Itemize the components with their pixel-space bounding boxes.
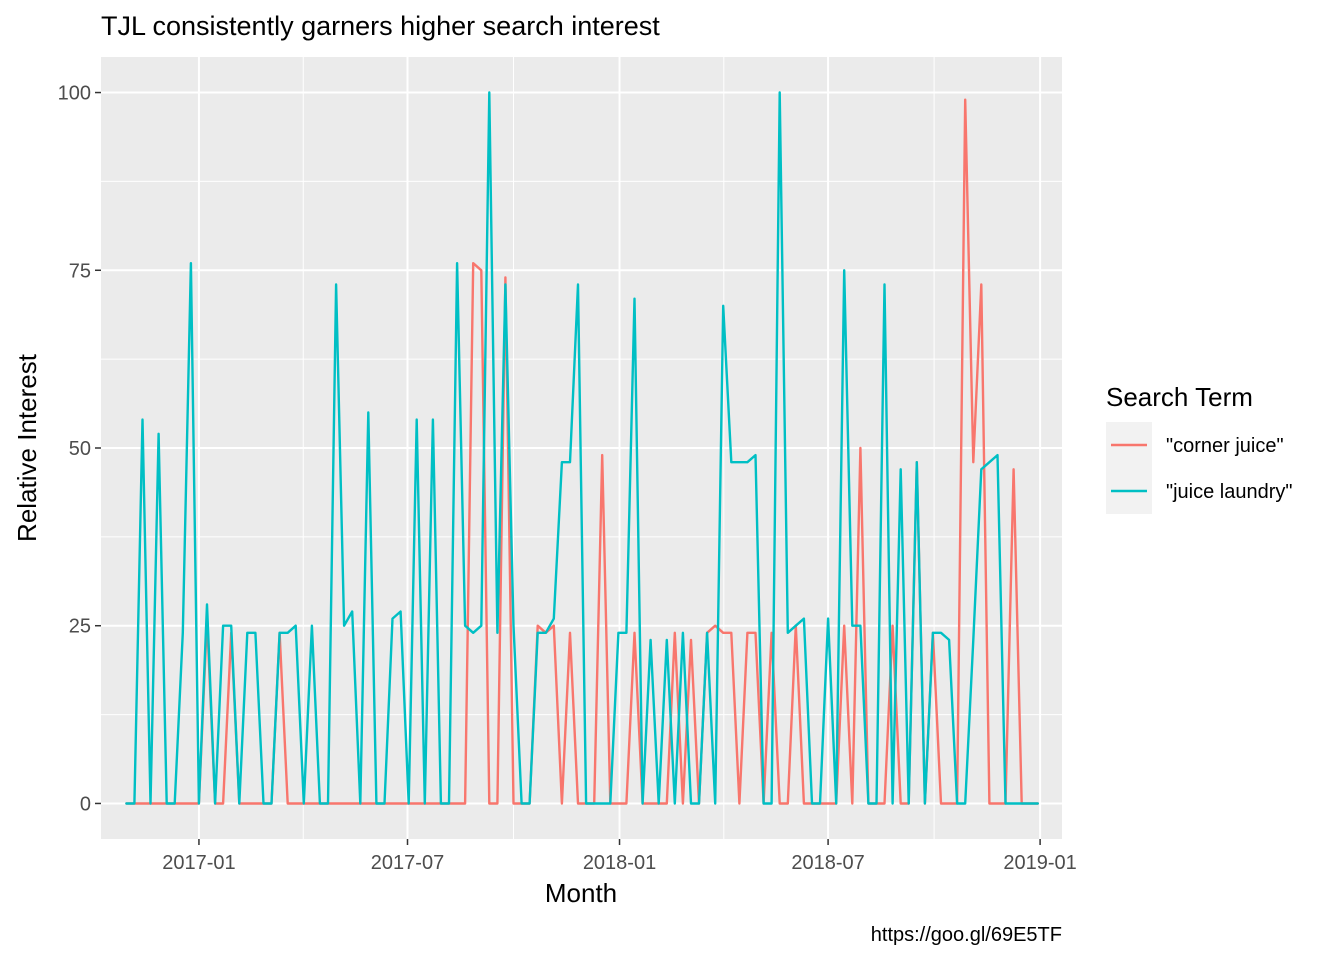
legend: Search Term "corner juice" "juice laundry…: [1106, 382, 1292, 514]
x-tick-label: 2017-07: [371, 852, 444, 874]
x-tick-label: 2019-01: [1003, 852, 1076, 874]
y-tick-label: 50: [69, 438, 91, 460]
x-tick-label: 2018-07: [791, 852, 864, 874]
y-axis-title: Relative Interest: [12, 353, 42, 542]
y-tick-label: 0: [80, 793, 91, 815]
x-axis-ticks: 2017-01 2017-07 2018-01 2018-07 2019-01: [162, 839, 1077, 874]
y-axis-ticks: 0 25 50 75 100: [58, 83, 101, 815]
y-tick-label: 75: [69, 260, 91, 282]
legend-label: "corner juice": [1166, 435, 1284, 457]
chart-caption: https://goo.gl/69E5TF: [871, 924, 1062, 946]
legend-title: Search Term: [1106, 382, 1253, 412]
chart-title: TJL consistently garners higher search i…: [101, 11, 660, 41]
y-tick-label: 100: [58, 83, 91, 105]
series-lines: [125, 91, 1040, 805]
x-tick-label: 2017-01: [162, 852, 235, 874]
y-tick-label: 25: [69, 616, 91, 638]
x-tick-label: 2018-01: [583, 852, 656, 874]
x-axis-title: Month: [545, 878, 617, 908]
series-line-juice-laundry: [125, 91, 1040, 805]
legend-label: "juice laundry": [1166, 481, 1292, 503]
